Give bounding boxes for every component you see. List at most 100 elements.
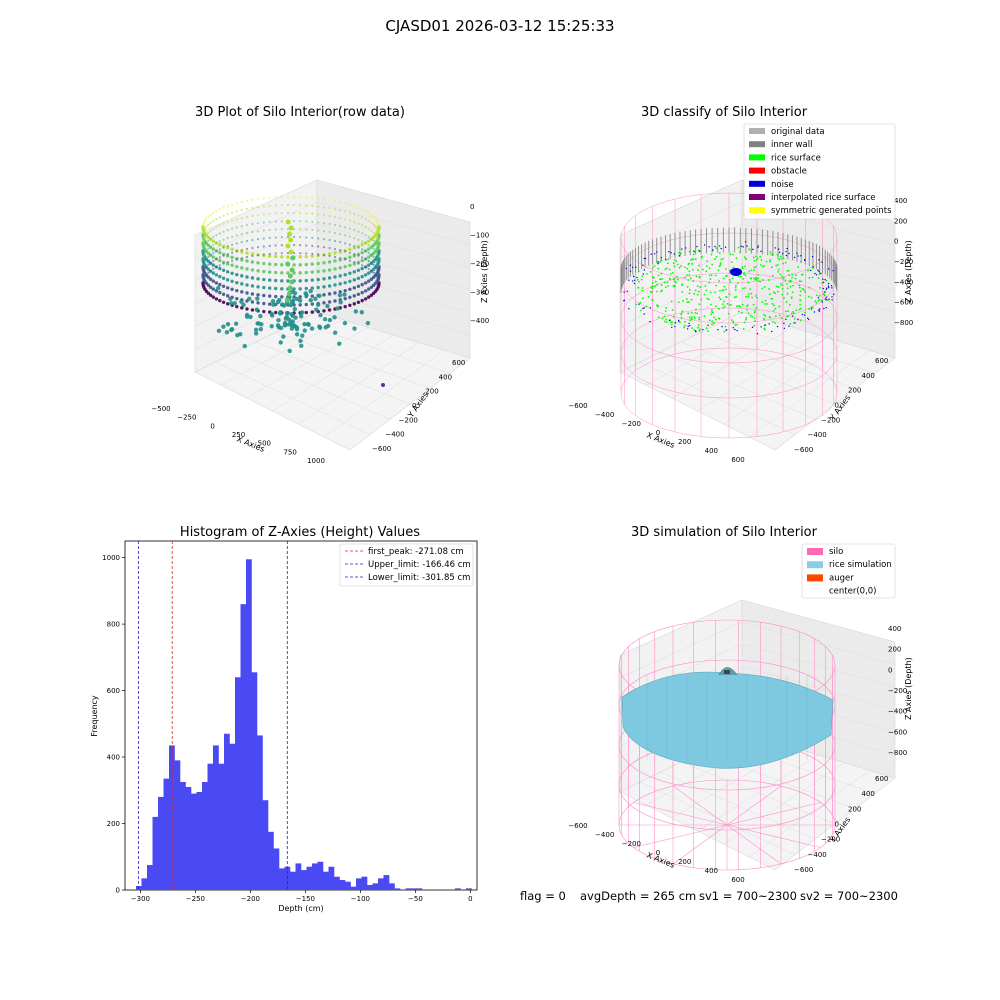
rice-surface-point — [681, 291, 683, 293]
rice-surface-point — [753, 325, 755, 327]
raw-point — [256, 269, 259, 272]
raw-point — [311, 302, 314, 305]
raw-point — [245, 275, 248, 278]
rice-surface-point — [709, 278, 711, 280]
rice-surface-point — [672, 272, 674, 274]
rice-surface-point — [790, 286, 792, 288]
legend-entry: noise — [771, 180, 794, 190]
rice-surface-point — [673, 262, 675, 264]
raw-point — [215, 281, 218, 284]
histogram-bar — [301, 870, 307, 890]
rice-surface-point — [700, 299, 702, 301]
noise-point — [675, 322, 676, 323]
rice-surface-point — [650, 291, 652, 293]
raw-point — [308, 289, 312, 293]
noise-point — [704, 244, 705, 245]
raw-point — [219, 248, 221, 250]
rice-surface-point — [689, 317, 691, 319]
raw-point — [343, 321, 347, 325]
rice-surface-point — [726, 275, 728, 277]
rice-surface-point — [811, 297, 813, 299]
rice-surface-point — [699, 286, 701, 288]
noise-point — [630, 270, 631, 271]
raw-point — [269, 253, 271, 255]
raw-point — [268, 302, 271, 305]
raw-point — [367, 295, 370, 298]
raw-point — [219, 232, 221, 234]
raw-point — [236, 210, 238, 212]
raw-point — [251, 231, 253, 233]
rice-surface-point — [720, 259, 722, 261]
histogram-bar — [202, 782, 208, 890]
rice-surface-point — [687, 279, 689, 281]
raw-point — [328, 207, 330, 209]
raw-point — [246, 240, 248, 242]
noise-point — [628, 280, 629, 281]
noise-point — [694, 251, 695, 252]
raw-point — [378, 272, 380, 274]
classify-z-tick: 0 — [894, 238, 898, 246]
panel-classify-title: 3D classify of Silo Interior — [641, 105, 808, 120]
raw-point — [202, 256, 204, 258]
rice-surface-point — [679, 321, 681, 323]
raw-point — [293, 212, 295, 214]
raw-point — [360, 259, 363, 262]
raw-point — [275, 252, 277, 254]
rice-surface-point — [691, 318, 693, 320]
raw-point — [262, 278, 265, 281]
raw-point — [254, 331, 258, 335]
rice-surface-point — [722, 303, 724, 305]
rice-surface-point — [819, 273, 821, 275]
histogram-bar — [312, 863, 318, 890]
rice-surface-point — [751, 269, 753, 271]
simulation-title: 3D simulation of Silo Interior — [631, 525, 818, 540]
rice-surface-point — [653, 277, 655, 279]
raw-point — [263, 221, 265, 223]
classify-x-tick: 600 — [731, 456, 744, 464]
rice-surface-point — [715, 319, 717, 321]
noise-point — [794, 257, 795, 258]
raw-point — [276, 318, 280, 322]
raw-point — [311, 205, 313, 207]
rice-surface-point — [779, 273, 781, 275]
raw-point — [353, 237, 355, 239]
simulation-legend: silorice simulationaugercenter(0,0) — [802, 544, 895, 598]
raw-point — [219, 224, 221, 226]
raw-point — [370, 214, 372, 216]
histogram-bar — [362, 877, 368, 890]
raw-point — [276, 300, 280, 304]
raw-point — [374, 250, 376, 252]
rice-surface-point — [711, 320, 713, 322]
raw-point — [367, 271, 370, 274]
rice-surface-point — [757, 258, 759, 260]
raw-point — [215, 218, 217, 220]
raw-point — [274, 311, 277, 314]
rice-surface-point — [720, 298, 722, 300]
histogram-bar — [274, 848, 280, 890]
raw-point — [365, 250, 367, 252]
rice-surface-point — [680, 253, 682, 255]
raw-point — [298, 339, 302, 343]
raw-point — [333, 259, 336, 262]
noise-point — [628, 308, 629, 309]
rice-surface-point — [825, 280, 827, 282]
panel-raw-title: 3D Plot of Silo Interior(row data) — [195, 105, 405, 120]
rice-surface-point — [738, 311, 740, 313]
raw-point — [280, 279, 283, 282]
raw-point — [210, 214, 212, 216]
rice-surface-point — [795, 274, 797, 276]
raw-point — [325, 304, 329, 308]
rice-surface-point — [669, 269, 671, 271]
raw-point — [275, 204, 277, 206]
noise-point — [745, 241, 746, 242]
raw-point — [305, 212, 307, 214]
histogram-bar — [186, 787, 192, 890]
raw-point — [364, 289, 367, 292]
rice-surface-point — [639, 302, 641, 304]
raw-point — [281, 212, 283, 214]
rice-surface-point — [760, 281, 762, 283]
rice-surface-point — [800, 290, 802, 292]
rice-surface-point — [819, 299, 821, 301]
rice-surface-point — [772, 303, 774, 305]
raw-y-tick: −600 — [372, 445, 391, 453]
